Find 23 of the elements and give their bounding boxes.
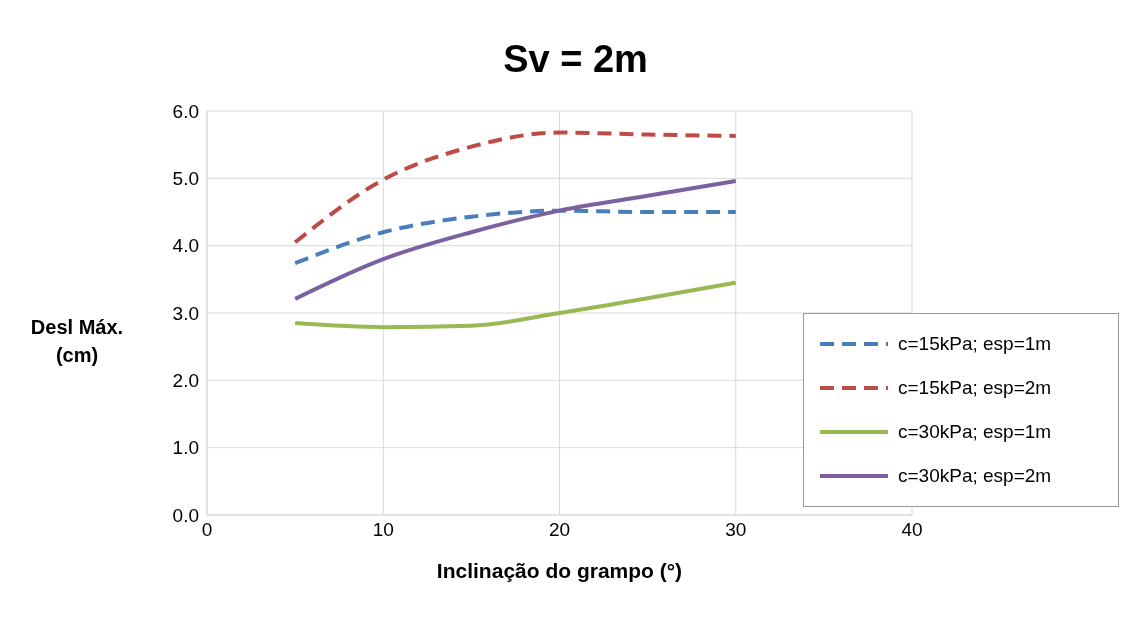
y-axis-title: Desl Máx. (cm) (29, 315, 125, 368)
x-tick-label: 10 (372, 519, 394, 541)
y-tick-label: 4.0 (172, 235, 199, 257)
x-tick-label: 0 (201, 519, 213, 541)
y-tick-label: 6.0 (172, 100, 199, 122)
x-tick-label: 30 (725, 519, 747, 541)
line-series (293, 130, 738, 245)
chart-title: Sv = 2m (502, 38, 649, 81)
y-tick-label: 1.0 (172, 437, 199, 459)
legend-label: c=30kPa; esp=1m (898, 421, 1052, 443)
y-tick-label: 2.0 (172, 370, 199, 392)
legend-label: c=15kPa; esp=2m (898, 377, 1052, 399)
y-tick-label: 0.0 (172, 504, 199, 526)
legend-label: c=15kPa; esp=1m (898, 333, 1052, 355)
line-series (293, 208, 738, 266)
line-series (293, 179, 738, 301)
x-axis-title: Inclinação do grampo (°) (436, 558, 683, 582)
x-tick-label: 20 (548, 519, 571, 541)
x-tick-label: 40 (901, 519, 923, 541)
y-tick-label: 5.0 (172, 168, 199, 190)
legend-label: c=30kPa; esp=2m (898, 465, 1052, 487)
y-tick-label: 3.0 (172, 302, 199, 324)
line-series (293, 280, 738, 330)
